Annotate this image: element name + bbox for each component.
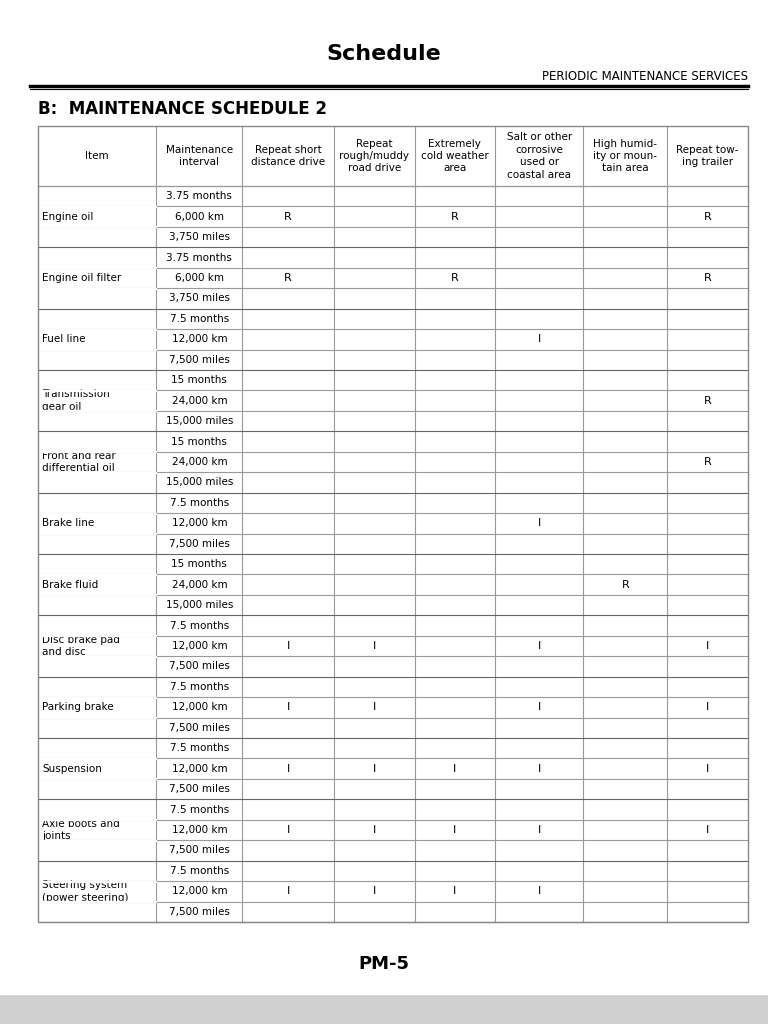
Text: I: I — [372, 764, 376, 774]
Text: I: I — [286, 887, 290, 896]
Text: R: R — [703, 395, 711, 406]
Text: B:  MAINTENANCE SCHEDULE 2: B: MAINTENANCE SCHEDULE 2 — [38, 100, 327, 118]
Text: R: R — [284, 212, 292, 221]
Text: Extremely
cold weather
area: Extremely cold weather area — [421, 138, 488, 173]
Text: 6,000 km: 6,000 km — [175, 273, 223, 283]
Text: 7,500 miles: 7,500 miles — [169, 354, 230, 365]
Text: 7,500 miles: 7,500 miles — [169, 723, 230, 733]
Text: I: I — [706, 702, 710, 713]
Text: 7.5 months: 7.5 months — [170, 621, 229, 631]
Text: Front and rear
differential oil: Front and rear differential oil — [42, 451, 116, 473]
Text: R: R — [451, 212, 458, 221]
Text: 15,000 miles: 15,000 miles — [166, 477, 233, 487]
Text: 15,000 miles: 15,000 miles — [166, 416, 233, 426]
Text: R: R — [284, 273, 292, 283]
Text: Salt or other
corrosive
used or
coastal area: Salt or other corrosive used or coastal … — [507, 132, 572, 179]
Text: I: I — [286, 825, 290, 835]
Text: Suspension: Suspension — [42, 764, 102, 774]
Text: 15,000 miles: 15,000 miles — [166, 600, 233, 610]
Text: 12,000 km: 12,000 km — [171, 641, 227, 651]
Text: I: I — [453, 764, 456, 774]
Text: Brake line: Brake line — [42, 518, 94, 528]
Text: I: I — [372, 825, 376, 835]
Text: 3.75 months: 3.75 months — [167, 253, 232, 262]
Text: 3,750 miles: 3,750 miles — [169, 294, 230, 303]
Text: 7.5 months: 7.5 months — [170, 866, 229, 876]
Text: 15 months: 15 months — [171, 559, 227, 569]
Text: 7.5 months: 7.5 months — [170, 498, 229, 508]
Text: I: I — [538, 334, 541, 344]
Text: I: I — [286, 702, 290, 713]
Text: Repeat tow-
ing trailer: Repeat tow- ing trailer — [677, 144, 739, 167]
Text: PM-5: PM-5 — [359, 955, 409, 973]
Text: 7,500 miles: 7,500 miles — [169, 662, 230, 672]
Bar — [38, 126, 748, 922]
Text: 7.5 months: 7.5 months — [170, 805, 229, 814]
Text: R: R — [703, 212, 711, 221]
Text: I: I — [538, 518, 541, 528]
Text: 7.5 months: 7.5 months — [170, 314, 229, 324]
Text: 12,000 km: 12,000 km — [171, 825, 227, 835]
Text: Repeat
rough/muddy
road drive: Repeat rough/muddy road drive — [339, 138, 409, 173]
Text: Disc brake pad
and disc: Disc brake pad and disc — [42, 635, 120, 657]
Text: High humid-
ity or moun-
tain area: High humid- ity or moun- tain area — [594, 138, 657, 173]
Text: R: R — [703, 273, 711, 283]
Text: 15 months: 15 months — [171, 375, 227, 385]
Text: R: R — [621, 580, 629, 590]
Text: I: I — [538, 764, 541, 774]
Text: 12,000 km: 12,000 km — [171, 702, 227, 713]
Bar — [38, 126, 748, 922]
Text: Transmission
gear oil: Transmission gear oil — [42, 389, 110, 412]
Text: 7,500 miles: 7,500 miles — [169, 907, 230, 916]
Text: 7,500 miles: 7,500 miles — [169, 784, 230, 794]
Text: Steering system
(power steering): Steering system (power steering) — [42, 881, 128, 902]
Text: 24,000 km: 24,000 km — [171, 580, 227, 590]
Text: I: I — [538, 702, 541, 713]
Text: I: I — [372, 641, 376, 651]
Text: Schedule: Schedule — [326, 44, 442, 63]
Text: I: I — [706, 641, 710, 651]
Text: I: I — [538, 825, 541, 835]
Text: I: I — [706, 825, 710, 835]
Text: Brake fluid: Brake fluid — [42, 580, 98, 590]
Text: 3.75 months: 3.75 months — [167, 191, 232, 202]
Text: 24,000 km: 24,000 km — [171, 395, 227, 406]
Text: Item: Item — [85, 151, 109, 161]
Text: R: R — [451, 273, 458, 283]
Text: I: I — [538, 887, 541, 896]
Text: I: I — [453, 887, 456, 896]
Text: Parking brake: Parking brake — [42, 702, 114, 713]
Text: I: I — [372, 702, 376, 713]
Text: 12,000 km: 12,000 km — [171, 764, 227, 774]
Text: 7,500 miles: 7,500 miles — [169, 539, 230, 549]
Text: 7.5 months: 7.5 months — [170, 743, 229, 754]
Text: 7,500 miles: 7,500 miles — [169, 846, 230, 855]
Text: Engine oil filter: Engine oil filter — [42, 273, 121, 283]
Text: 3,750 miles: 3,750 miles — [169, 232, 230, 242]
Text: Repeat short
distance drive: Repeat short distance drive — [251, 144, 325, 167]
Text: I: I — [286, 764, 290, 774]
Text: Maintenance
interval: Maintenance interval — [166, 144, 233, 167]
Text: 12,000 km: 12,000 km — [171, 887, 227, 896]
Text: Engine oil: Engine oil — [42, 212, 94, 221]
Text: R: R — [703, 457, 711, 467]
Text: I: I — [538, 641, 541, 651]
Text: PERIODIC MAINTENANCE SERVICES: PERIODIC MAINTENANCE SERVICES — [542, 70, 748, 83]
Text: I: I — [706, 764, 710, 774]
Text: 6,000 km: 6,000 km — [175, 212, 223, 221]
Text: Fuel line: Fuel line — [42, 334, 85, 344]
Text: I: I — [372, 887, 376, 896]
Text: 24,000 km: 24,000 km — [171, 457, 227, 467]
Text: 15 months: 15 months — [171, 436, 227, 446]
Text: 12,000 km: 12,000 km — [171, 334, 227, 344]
Text: Axle boots and
joints: Axle boots and joints — [42, 819, 120, 841]
Text: I: I — [453, 825, 456, 835]
Text: 7.5 months: 7.5 months — [170, 682, 229, 692]
Text: I: I — [286, 641, 290, 651]
Text: 12,000 km: 12,000 km — [171, 518, 227, 528]
